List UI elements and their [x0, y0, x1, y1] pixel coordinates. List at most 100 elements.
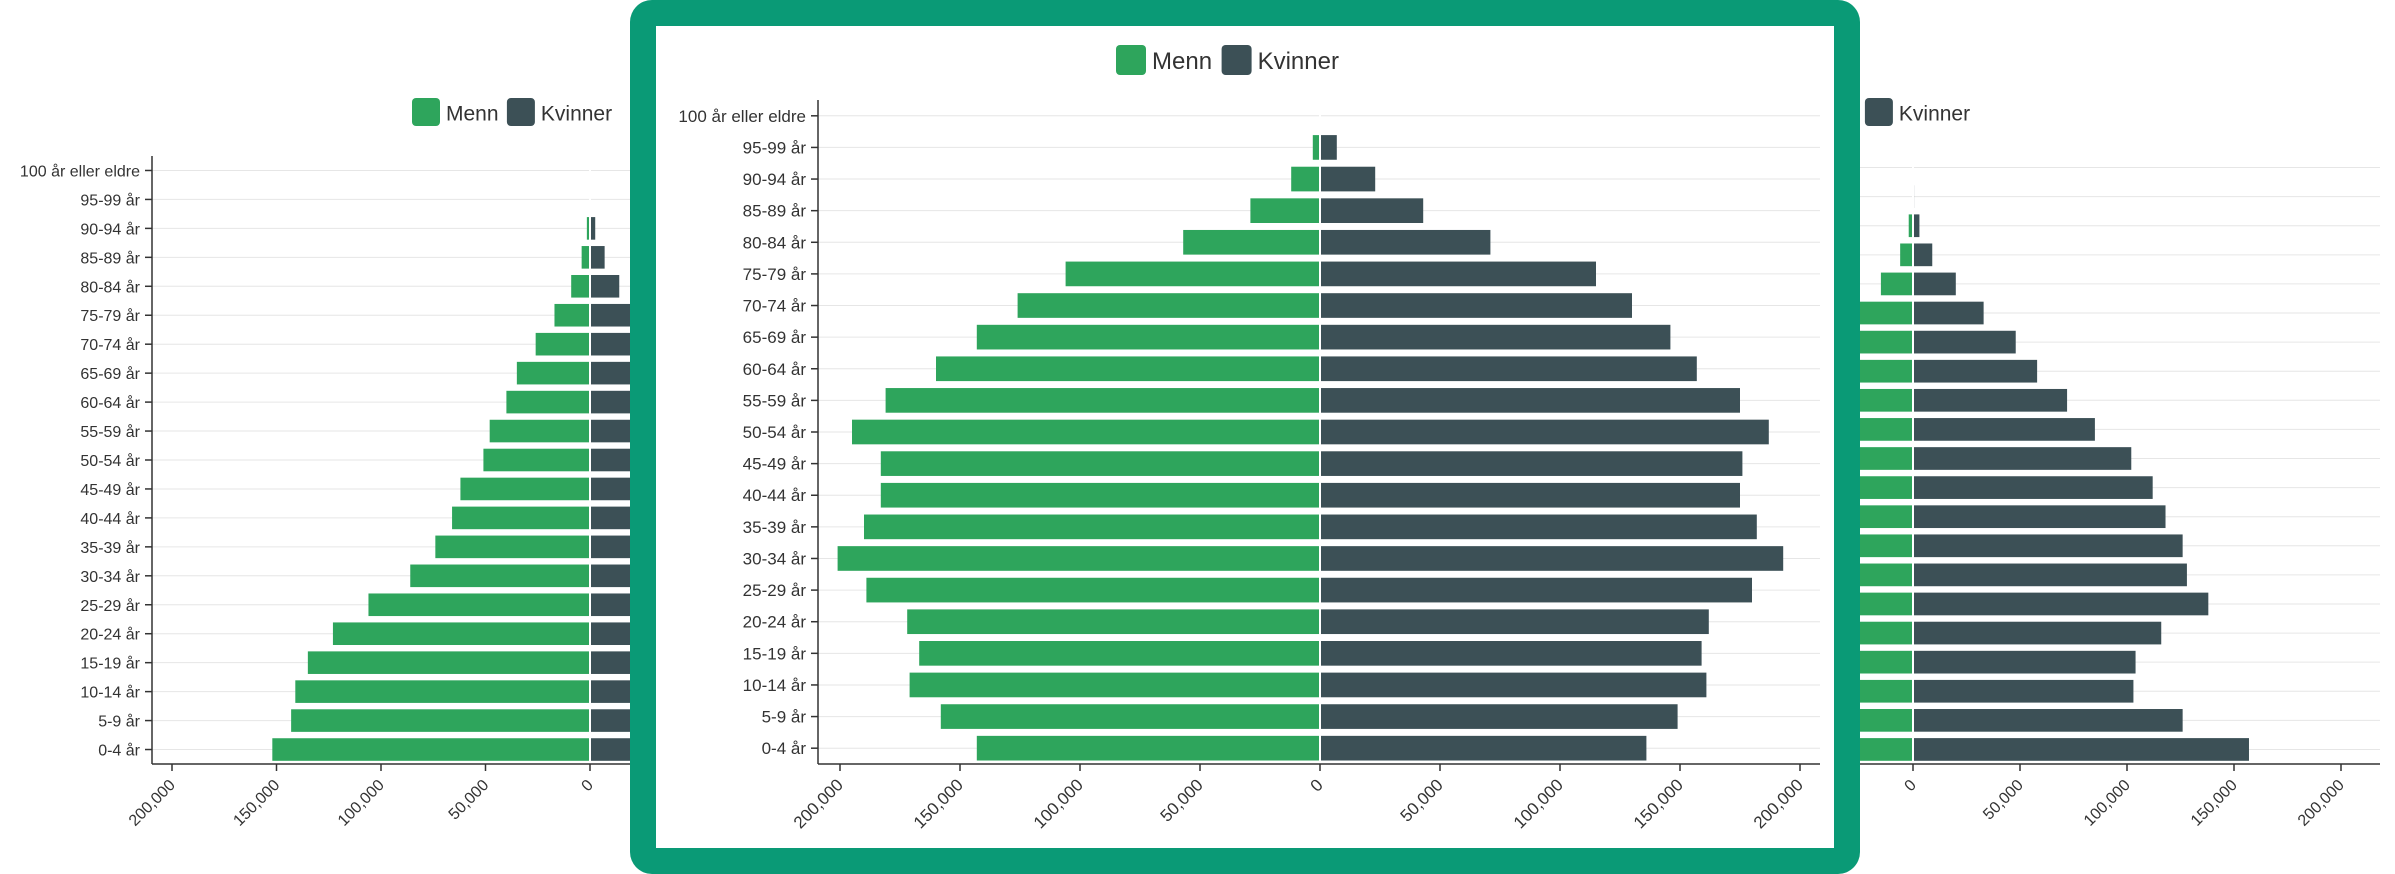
undefined-bar-kvinner	[1913, 447, 2132, 470]
undefined-bar-kvinner	[1913, 359, 2038, 383]
undefined-category-label: 90-94 år	[80, 220, 140, 238]
undefined-bar-menn	[586, 217, 590, 240]
undefined-category-label: 5-9 år	[762, 708, 807, 727]
undefined-bar-menn	[940, 704, 1320, 729]
undefined-x-tick-label: 100,000	[1510, 775, 1567, 832]
undefined-bar-kvinner	[1913, 650, 2136, 674]
undefined-category-label: 20-24 år	[80, 626, 140, 644]
undefined-bar-kvinner	[590, 738, 640, 761]
undefined-bar-kvinner	[1913, 272, 1956, 296]
undefined-bar-menn	[1908, 214, 1913, 238]
undefined-bar-menn	[1312, 135, 1320, 160]
undefined-bar-kvinner	[1320, 546, 1784, 571]
undefined-bar-kvinner	[1320, 609, 1709, 635]
undefined-bar-kvinner	[1320, 293, 1632, 318]
undefined-bar-menn	[452, 506, 590, 530]
undefined-bar-menn	[976, 735, 1320, 761]
undefined-x-tick-label: 150,000	[910, 775, 967, 832]
undefined-bar-kvinner	[1913, 709, 2183, 732]
undefined-bar-menn	[410, 564, 590, 588]
undefined-bar-kvinner	[1320, 324, 1671, 350]
undefined-x-tick-label: 0	[579, 777, 597, 795]
undefined-bar-kvinner	[590, 303, 636, 327]
undefined-x-tick-label: 150,000	[2188, 777, 2241, 830]
undefined-legend-label-menn: Menn	[1152, 48, 1212, 75]
undefined-bar-kvinner	[590, 564, 640, 588]
undefined-bar-kvinner	[1320, 198, 1424, 223]
undefined-bar-kvinner	[1913, 388, 2068, 412]
undefined-bar-menn	[489, 419, 590, 443]
undefined-bar-menn	[864, 514, 1320, 540]
undefined-category-label: 10-14 år	[743, 676, 807, 695]
undefined-legend-swatch-kvinner	[506, 98, 535, 126]
undefined-bar-kvinner	[590, 246, 605, 269]
undefined-bar-kvinner	[590, 535, 640, 559]
undefined-bar-kvinner	[1320, 451, 1743, 476]
undefined-bar-kvinner	[1913, 476, 2153, 499]
undefined-category-label: 25-29 år	[80, 597, 140, 615]
undefined-legend-label-kvinner: Kvinner	[1258, 48, 1339, 75]
undefined-category-label: 20-24 år	[743, 613, 807, 632]
undefined-category-label: 60-64 år	[80, 394, 140, 412]
undefined-legend-label-kvinner: Kvinner	[1899, 102, 1970, 125]
undefined-legend-label-kvinner: Kvinner	[541, 102, 612, 125]
undefined-bar-kvinner	[1913, 301, 1984, 325]
undefined-x-tick-label: 100,000	[1030, 775, 1087, 832]
undefined-legend-swatch-menn	[1116, 45, 1146, 75]
undefined-category-label: 15-19 år	[80, 655, 140, 673]
undefined-category-label: 70-74 år	[80, 336, 140, 354]
undefined-legend-swatch-kvinner	[1221, 45, 1252, 75]
undefined-bar-menn	[1857, 301, 1913, 325]
undefined-bar-menn	[295, 680, 590, 703]
undefined-bar-menn	[291, 709, 590, 732]
undefined-bar-kvinner	[1913, 243, 1933, 267]
undefined-legend-swatch-kvinner	[1864, 98, 1893, 126]
undefined-bar-kvinner	[1320, 135, 1337, 160]
undefined-x-tick-label: 0	[1307, 775, 1327, 795]
chart-main-svg: 100 år eller eldre 95-99 år 90-94 år 85-89 …	[678, 45, 1820, 832]
undefined-category-label: 70-74 år	[743, 297, 807, 316]
undefined-category-label: 35-39 år	[743, 518, 807, 537]
undefined-bar-menn	[907, 609, 1320, 635]
undefined-bar-kvinner	[1913, 679, 2134, 703]
undefined-x-tick-label: 50,000	[1397, 775, 1447, 825]
undefined-bar-kvinner	[1320, 641, 1702, 666]
undefined-bar-kvinner	[1320, 388, 1740, 413]
undefined-category-label: 95-99 år	[743, 138, 807, 157]
undefined-category-label: 45-49 år	[743, 455, 807, 474]
undefined-bar-menn	[1017, 293, 1320, 318]
undefined-bar-kvinner	[1320, 482, 1740, 508]
undefined-bar-kvinner	[1320, 166, 1376, 192]
undefined-x-tick-label: 150,000	[230, 777, 283, 830]
undefined-bar-kvinner	[1320, 419, 1769, 445]
undefined-bar-menn	[460, 477, 590, 501]
undefined-bar-menn	[581, 246, 590, 269]
undefined-bar-menn	[516, 361, 590, 385]
undefined-x-tick-label: 100,000	[335, 777, 388, 830]
undefined-bar-menn	[506, 390, 590, 414]
undefined-category-label: 0-4 år	[762, 739, 807, 758]
undefined-bar-kvinner	[590, 361, 640, 385]
undefined-bar-kvinner	[1320, 514, 1757, 540]
undefined-bar-kvinner	[1913, 738, 2249, 761]
undefined-bar-menn	[1183, 229, 1320, 255]
undefined-bar-kvinner	[590, 506, 640, 530]
undefined-bar-kvinner	[590, 419, 640, 443]
undefined-bar-menn	[435, 535, 590, 559]
undefined-bar-menn	[307, 651, 590, 674]
undefined-legend-label-menn: Menn	[446, 102, 499, 125]
undefined-category-label: 55-59 år	[743, 391, 807, 410]
undefined-category-label: 40-44 år	[743, 486, 807, 505]
undefined-x-tick-label: 100,000	[2081, 777, 2134, 830]
undefined-bar-kvinner	[1913, 330, 2016, 354]
undefined-category-label: 65-69 år	[80, 365, 140, 383]
undefined-bar-menn	[554, 303, 590, 327]
undefined-bar-kvinner	[1320, 735, 1647, 761]
undefined-bar-kvinner	[1320, 356, 1697, 382]
undefined-bar-menn	[852, 419, 1320, 445]
undefined-bar-kvinner	[1320, 704, 1678, 729]
undefined-x-tick-label: 200,000	[126, 777, 179, 830]
undefined-category-label: 55-59 år	[80, 423, 140, 441]
pyramid-chart-left: 100 år eller eldre 95-99 år 90-94 år 85-89 …	[0, 0, 640, 874]
